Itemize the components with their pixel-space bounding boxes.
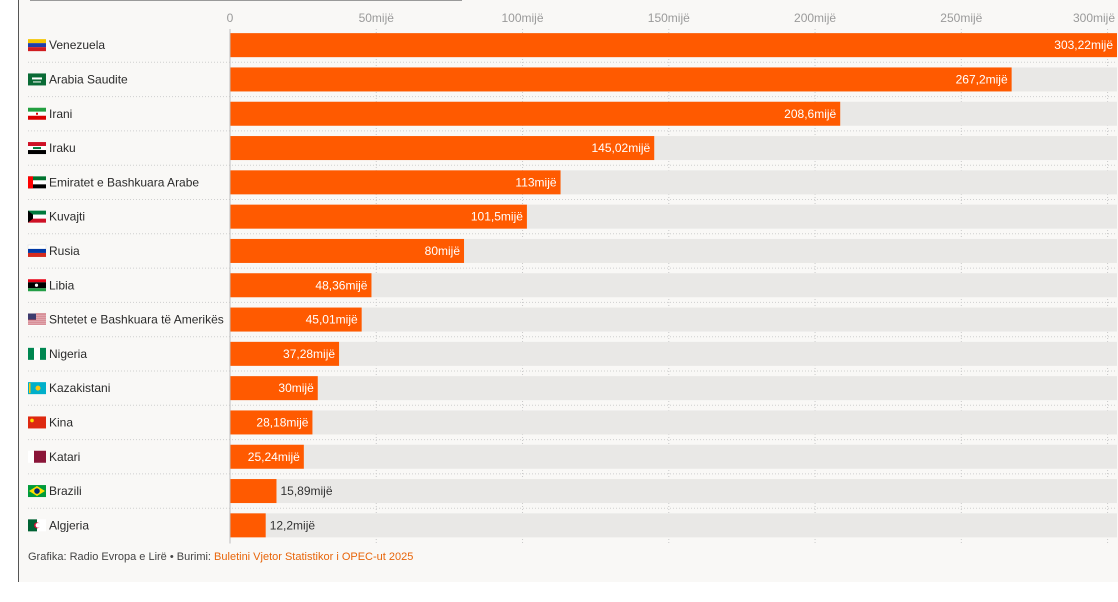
x-tick-label: 50mijë — [359, 11, 395, 25]
source-link[interactable]: Buletini Vjetor Statistikor i OPEC-ut 20… — [214, 551, 414, 563]
data-label: 15,89mijë — [280, 484, 332, 498]
top-divider — [30, 0, 462, 1]
bar-track — [230, 307, 1117, 332]
data-label: 303,22mijë — [1054, 38, 1113, 52]
bar — [230, 513, 266, 538]
country-label: Libia — [49, 278, 75, 292]
bar-track — [230, 513, 1117, 538]
country-label: Katari — [49, 450, 80, 464]
x-tick-label: 0 — [227, 11, 234, 25]
data-label: 113mijë — [515, 175, 556, 189]
qatar-flag-icon — [28, 450, 46, 463]
country-label: Kuvajti — [49, 210, 85, 224]
bar — [230, 410, 313, 435]
iran-flag-icon — [28, 107, 46, 120]
data-label: 37,28mijë — [283, 347, 335, 361]
data-label: 12,2mijë — [270, 518, 316, 532]
bar — [230, 479, 277, 504]
bar — [230, 33, 1117, 58]
bar — [230, 307, 362, 332]
uae-flag-icon — [28, 176, 46, 189]
data-label: 30mijë — [278, 381, 314, 395]
china-flag-icon — [28, 416, 46, 429]
country-label: Nigeria — [49, 347, 87, 361]
country-label: Irani — [49, 107, 72, 121]
data-label: 145,02mijë — [592, 141, 651, 155]
country-label: Kazakistani — [49, 381, 110, 395]
data-label: 208,6mijë — [784, 107, 836, 121]
data-label: 267,2mijë — [956, 72, 1008, 86]
bar-track — [230, 444, 1117, 469]
bar-track — [230, 376, 1117, 401]
iraq-flag-icon — [28, 142, 46, 155]
data-label: 45,01mijë — [306, 313, 358, 327]
data-label: 28,18mijë — [256, 415, 308, 429]
data-label: 48,36mijë — [315, 278, 367, 292]
data-label: 25,24mijë — [248, 450, 300, 464]
country-label: Venezuela — [49, 38, 105, 52]
data-label: 80mijë — [425, 244, 461, 258]
libya-flag-icon — [28, 279, 46, 292]
country-label: Kina — [49, 415, 73, 429]
bar — [230, 204, 527, 229]
country-label: Iraku — [49, 141, 76, 155]
country-label: Rusia — [49, 244, 80, 258]
algeria-flag-icon — [28, 519, 46, 532]
x-tick-label: 200mijë — [794, 11, 836, 25]
brazil-flag-icon — [28, 485, 46, 498]
country-label: Arabia Saudite — [49, 72, 128, 86]
bar — [230, 238, 465, 263]
country-label: Shtetet e Bashkuara të Amerikës — [49, 313, 224, 327]
country-label: Emiratet e Bashkuara Arabe — [49, 175, 199, 189]
kazakhstan-flag-icon — [28, 382, 46, 395]
venezuela-flag-icon — [28, 39, 46, 52]
x-tick-label: 250mijë — [940, 11, 982, 25]
bar-track — [230, 479, 1117, 504]
bar-track — [230, 341, 1117, 366]
russia-flag-icon — [27, 244, 47, 257]
bar — [230, 67, 1012, 92]
country-label: Brazili — [49, 484, 82, 498]
bar — [230, 136, 655, 161]
credit-text: Grafika: Radio Evropa e Lirë • Burimi: — [28, 551, 215, 563]
x-tick-label: 300mijë — [1073, 11, 1115, 25]
nigeria-flag-icon — [28, 347, 46, 360]
bar-track — [230, 273, 1117, 298]
country-label: Algjeria — [49, 518, 89, 532]
bar — [230, 444, 304, 469]
bar — [230, 376, 318, 401]
data-label: 101,5mijë — [471, 210, 523, 224]
bar — [230, 101, 841, 126]
x-tick-label: 100mijë — [502, 11, 544, 25]
usa-flag-icon — [28, 313, 46, 326]
bar — [230, 170, 561, 195]
x-tick-label: 150mijë — [648, 11, 690, 25]
kuwait-flag-icon — [28, 210, 46, 223]
bar-track — [230, 410, 1117, 435]
saudi-flag-icon — [28, 73, 46, 86]
chart-footer: Grafika: Radio Evropa e Lirë • Burimi: B… — [28, 551, 413, 563]
bar — [230, 273, 372, 298]
bar — [230, 341, 340, 366]
